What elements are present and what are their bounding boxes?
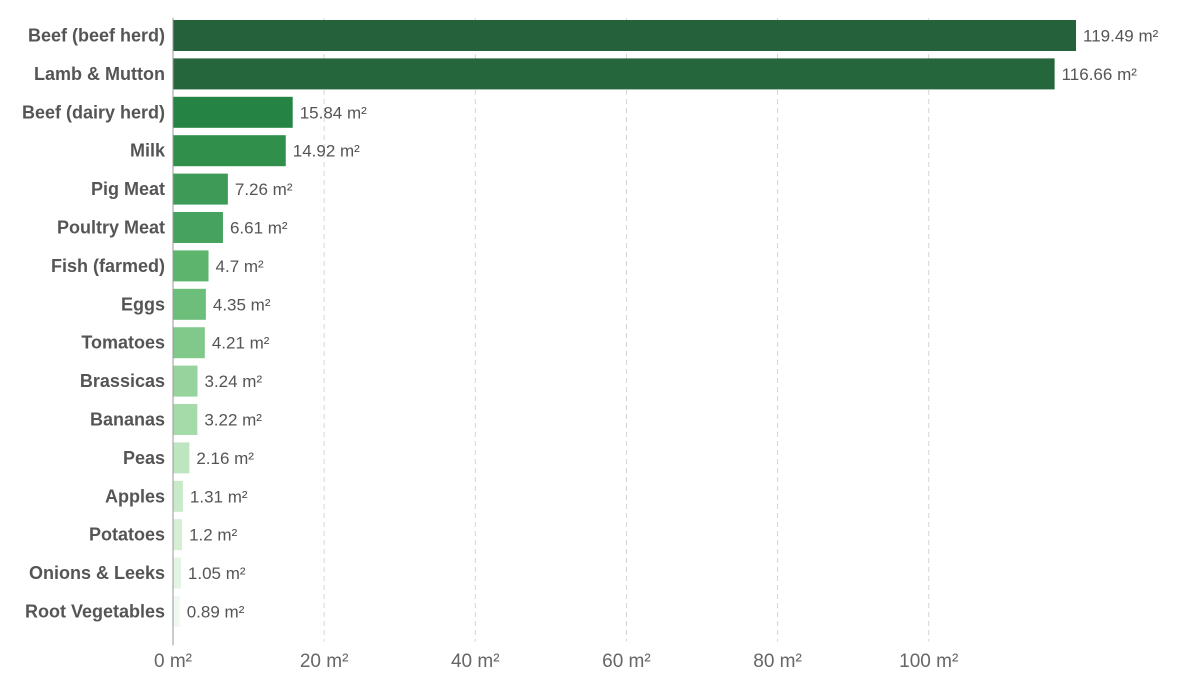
category-label: Brassicas [80,371,165,391]
value-label: 3.22 m² [204,411,262,430]
x-tick-label: 80 m² [753,651,802,672]
x-axis-tick-labels: 0 m² 20 m² 40 m² 60 m² 80 m² 100 m² [154,651,958,672]
value-label: 15.84 m² [300,103,367,122]
category-label: Onions & Leeks [29,563,165,583]
category-label: Potatoes [89,525,165,545]
value-label: 0.89 m² [187,603,245,622]
bar [173,480,183,512]
bar [173,96,293,128]
x-tick-label: 20 m² [300,651,349,672]
category-label: Bananas [90,410,165,430]
x-tick-label: 0 m² [154,651,192,672]
x-tick-label: 40 m² [451,651,500,672]
category-label: Beef (dairy herd) [22,102,165,122]
category-label: Root Vegetables [25,602,165,622]
bar [173,596,180,627]
x-tick-label: 60 m² [602,651,651,672]
bar [173,557,181,589]
bar [173,442,190,474]
value-label: 119.49 m² [1083,27,1159,46]
bar [173,404,198,435]
category-label: Milk [130,141,166,161]
category-labels: Beef (beef herd) Lamb & Mutton Beef (dairy… [22,26,166,622]
x-tick-label: 100 m² [899,651,958,672]
category-label: Eggs [121,294,165,314]
bar [173,327,205,359]
value-label: 4.21 m² [212,334,270,353]
bar [173,250,209,282]
category-label: Lamb & Mutton [34,64,165,84]
category-label: Peas [123,448,165,468]
value-label: 4.7 m² [216,257,265,276]
value-label: 3.24 m² [204,372,262,391]
value-label: 6.61 m² [230,219,288,238]
value-label: 4.35 m² [213,295,271,314]
value-label: 1.05 m² [188,564,246,583]
bar [173,20,1076,51]
value-labels: 119.49 m² 116.66 m² 15.84 m² 14.92 m²7.26 m… [187,27,1159,622]
category-label: Pig Meat [91,179,165,199]
category-label: Apples [105,486,165,506]
value-label: 1.2 m² [189,526,238,545]
bar [173,365,198,397]
category-label: Poultry Meat [57,218,165,238]
category-label: Tomatoes [81,333,165,353]
value-label: 1.31 m² [190,487,248,506]
bars [173,20,1076,627]
category-label: Beef (beef herd) [28,26,165,46]
value-label: 7.26 m² [235,180,293,199]
bar [173,212,223,243]
bar [173,58,1055,90]
category-label: Fish (farmed) [51,256,165,276]
bar [173,288,206,320]
bar [173,135,286,167]
value-label: 14.92 m² [293,142,360,161]
value-label: 2.16 m² [196,449,254,468]
grid-lines [323,18,930,642]
bar [173,173,228,205]
value-label: 116.66 m² [1062,65,1138,84]
bar [173,519,183,551]
